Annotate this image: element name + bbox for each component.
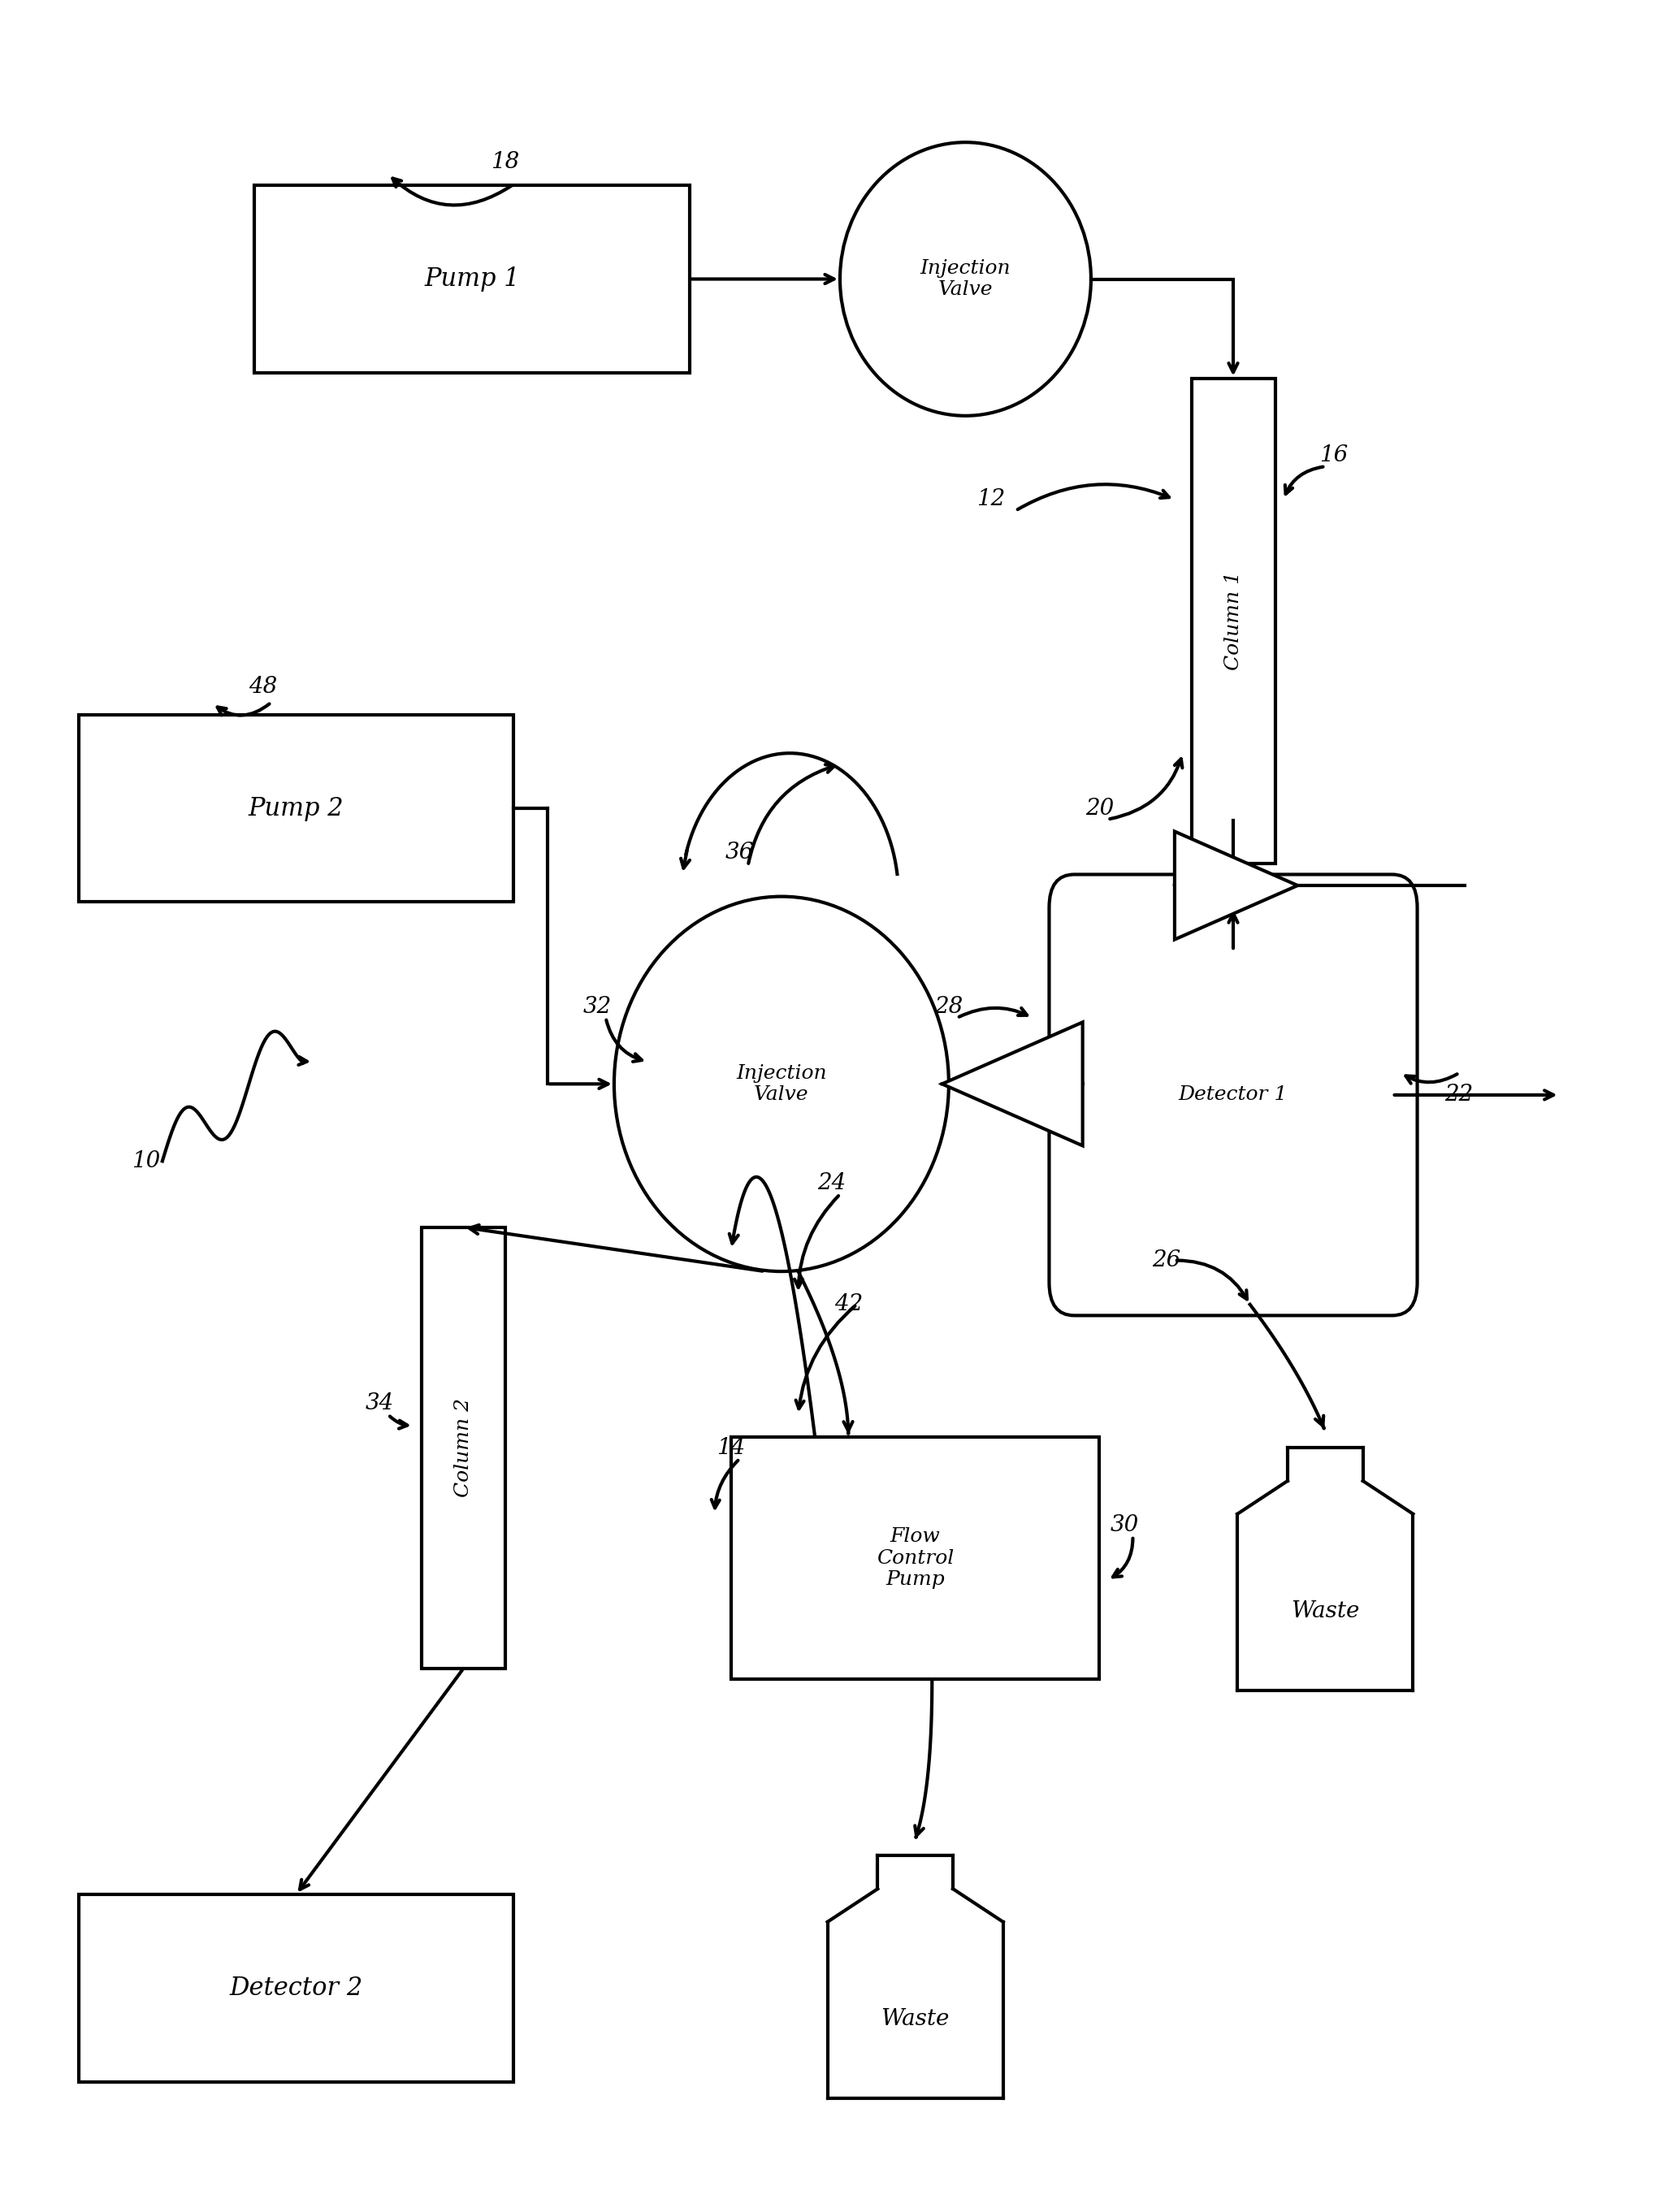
Text: Injection
Valve: Injection Valve	[921, 259, 1011, 299]
Text: 14: 14	[717, 1438, 746, 1458]
Text: 28: 28	[934, 995, 963, 1018]
Text: 20: 20	[1085, 796, 1114, 818]
Text: Detector 2: Detector 2	[230, 1975, 363, 2000]
Text: 36: 36	[726, 841, 754, 863]
Polygon shape	[1174, 832, 1297, 940]
Text: Pump 2: Pump 2	[249, 796, 344, 821]
Text: Pump 1: Pump 1	[423, 265, 519, 292]
Ellipse shape	[840, 142, 1090, 416]
Text: 10: 10	[131, 1150, 160, 1172]
Text: 18: 18	[491, 150, 519, 173]
Text: 24: 24	[816, 1172, 847, 1194]
Polygon shape	[942, 1022, 1082, 1146]
Text: Column 2: Column 2	[454, 1398, 472, 1498]
Text: 12: 12	[976, 489, 1005, 511]
FancyBboxPatch shape	[1191, 378, 1275, 863]
Text: 26: 26	[1152, 1250, 1181, 1272]
Text: Column 1: Column 1	[1223, 571, 1243, 670]
Ellipse shape	[615, 896, 949, 1272]
FancyBboxPatch shape	[731, 1438, 1099, 1679]
Text: Flow
Control
Pump: Flow Control Pump	[877, 1526, 954, 1588]
Text: 16: 16	[1319, 445, 1347, 467]
Text: 22: 22	[1445, 1084, 1473, 1106]
Text: Detector 1: Detector 1	[1179, 1086, 1289, 1104]
FancyBboxPatch shape	[79, 714, 514, 902]
Text: 48: 48	[249, 677, 277, 699]
Text: Waste: Waste	[1290, 1599, 1359, 1621]
Text: Injection
Valve: Injection Valve	[736, 1064, 827, 1104]
Text: 30: 30	[1110, 1513, 1139, 1535]
Text: 34: 34	[366, 1394, 395, 1416]
Text: Waste: Waste	[880, 2008, 949, 2031]
FancyBboxPatch shape	[1048, 874, 1418, 1316]
Text: 32: 32	[583, 995, 612, 1018]
FancyBboxPatch shape	[254, 186, 689, 374]
FancyBboxPatch shape	[422, 1228, 506, 1668]
FancyBboxPatch shape	[79, 1893, 514, 2081]
Text: 42: 42	[833, 1294, 864, 1316]
